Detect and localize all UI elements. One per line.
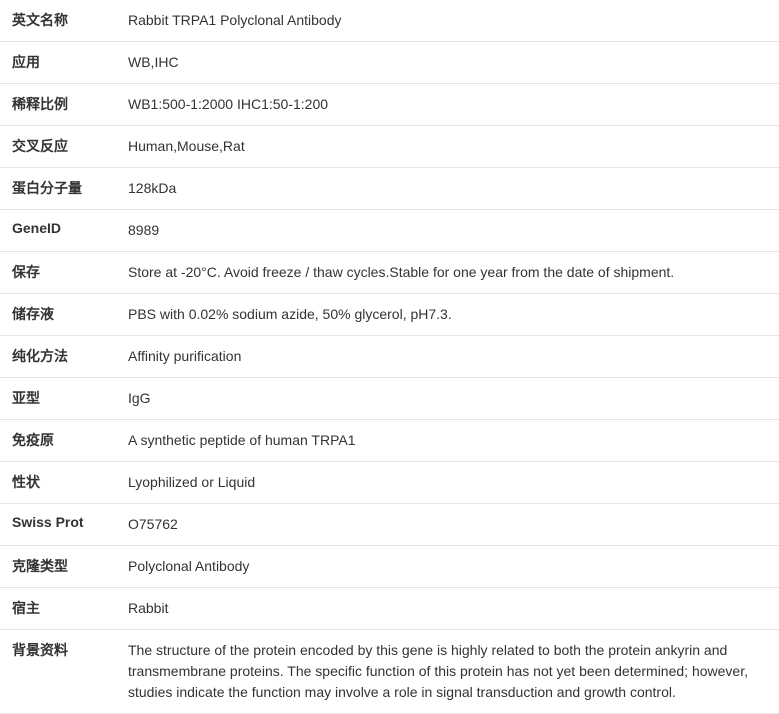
table-row: 应用 WB,IHC	[0, 42, 779, 84]
row-value: 8989	[120, 210, 779, 252]
row-label: 英文名称	[0, 0, 120, 42]
row-value: WB,IHC	[120, 42, 779, 84]
row-label: Swiss Prot	[0, 504, 120, 546]
row-label: 蛋白分子量	[0, 168, 120, 210]
row-label: GeneID	[0, 210, 120, 252]
row-value: Store at -20°C. Avoid freeze / thaw cycl…	[120, 252, 779, 294]
table-row: Swiss Prot O75762	[0, 504, 779, 546]
table-row: 保存 Store at -20°C. Avoid freeze / thaw c…	[0, 252, 779, 294]
row-value: IgG	[120, 378, 779, 420]
table-row: 宿主 Rabbit	[0, 588, 779, 630]
row-value: A synthetic peptide of human TRPA1	[120, 420, 779, 462]
row-label: 性状	[0, 462, 120, 504]
table-row: 英文名称 Rabbit TRPA1 Polyclonal Antibody	[0, 0, 779, 42]
table-row: 蛋白分子量 128kDa	[0, 168, 779, 210]
row-label: 储存液	[0, 294, 120, 336]
row-value: 128kDa	[120, 168, 779, 210]
row-value: Human,Mouse,Rat	[120, 126, 779, 168]
row-value: Lyophilized or Liquid	[120, 462, 779, 504]
table-row: GeneID 8989	[0, 210, 779, 252]
row-label: 克隆类型	[0, 546, 120, 588]
row-value: O75762	[120, 504, 779, 546]
table-row: 亚型 IgG	[0, 378, 779, 420]
row-label: 应用	[0, 42, 120, 84]
row-label: 背景资料	[0, 630, 120, 714]
row-value: Affinity purification	[120, 336, 779, 378]
row-label: 稀释比例	[0, 84, 120, 126]
row-label: 交叉反应	[0, 126, 120, 168]
table-row: 储存液 PBS with 0.02% sodium azide, 50% gly…	[0, 294, 779, 336]
row-value: Rabbit	[120, 588, 779, 630]
table-row: 交叉反应 Human,Mouse,Rat	[0, 126, 779, 168]
table-row: 免疫原 A synthetic peptide of human TRPA1	[0, 420, 779, 462]
row-value: Rabbit TRPA1 Polyclonal Antibody	[120, 0, 779, 42]
row-label: 保存	[0, 252, 120, 294]
row-label: 免疫原	[0, 420, 120, 462]
table-row: 背景资料 The structure of the protein encode…	[0, 630, 779, 714]
table-row: 克隆类型 Polyclonal Antibody	[0, 546, 779, 588]
row-value: Polyclonal Antibody	[120, 546, 779, 588]
row-label: 纯化方法	[0, 336, 120, 378]
spec-table-body: 英文名称 Rabbit TRPA1 Polyclonal Antibody 应用…	[0, 0, 779, 714]
table-row: 纯化方法 Affinity purification	[0, 336, 779, 378]
row-value: PBS with 0.02% sodium azide, 50% glycero…	[120, 294, 779, 336]
row-value: The structure of the protein encoded by …	[120, 630, 779, 714]
row-label: 宿主	[0, 588, 120, 630]
table-row: 性状 Lyophilized or Liquid	[0, 462, 779, 504]
row-value: WB1:500-1:2000 IHC1:50-1:200	[120, 84, 779, 126]
table-row: 稀释比例 WB1:500-1:2000 IHC1:50-1:200	[0, 84, 779, 126]
row-label: 亚型	[0, 378, 120, 420]
product-spec-table: 英文名称 Rabbit TRPA1 Polyclonal Antibody 应用…	[0, 0, 779, 714]
